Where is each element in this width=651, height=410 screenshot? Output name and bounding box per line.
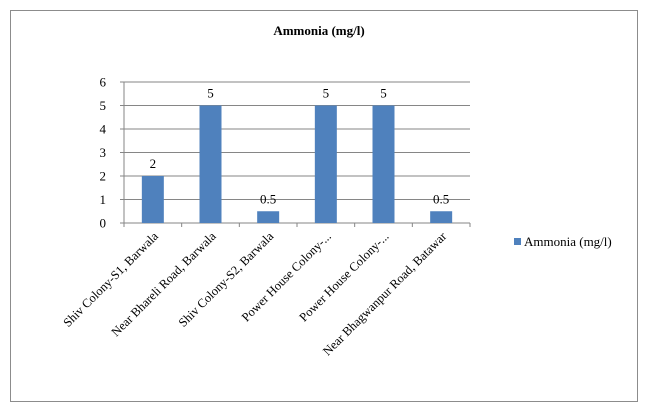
y-tick-label: 6: [100, 75, 107, 90]
axes: [123, 82, 471, 227]
data-label: 0.5: [433, 191, 449, 206]
y-tick-label: 4: [100, 122, 107, 137]
x-tick-label: Near Bhareli Road, Barwala: [109, 229, 219, 339]
y-tick-label: 3: [100, 145, 107, 160]
data-label: 5: [380, 86, 387, 101]
data-label: 2: [150, 156, 157, 171]
bar: [372, 105, 395, 223]
bar: [314, 105, 337, 223]
legend: Ammonia (mg/l): [514, 234, 612, 249]
bars: [141, 105, 453, 223]
bar: [430, 211, 453, 223]
legend-label: Ammonia (mg/l): [524, 234, 612, 249]
bar: [199, 105, 222, 223]
y-tick-label: 5: [100, 98, 107, 113]
bar: [141, 176, 164, 223]
data-label: 5: [323, 86, 330, 101]
data-label: 5: [207, 86, 214, 101]
y-tick-label: 2: [100, 169, 107, 184]
x-tick-label: Shiv Colony-S2, Barwala: [176, 229, 277, 330]
y-tick-label: 1: [100, 192, 107, 207]
x-tick-label: Shiv Colony-S1, Barwala: [60, 229, 161, 330]
y-axis-ticks: 0 1 2 3 4 5 6: [100, 75, 124, 231]
y-tick-label: 0: [100, 216, 107, 231]
data-label: 0.5: [260, 191, 276, 206]
bar: [257, 211, 280, 223]
gridlines: [124, 81, 470, 200]
data-labels: 2 5 0.5 5 5 0.5: [150, 86, 450, 207]
chart-title: Ammonia (mg/l): [273, 23, 364, 38]
legend-swatch: [514, 238, 521, 245]
x-tick-label: Near Bhagwanpur Road, Batawar: [320, 229, 450, 359]
